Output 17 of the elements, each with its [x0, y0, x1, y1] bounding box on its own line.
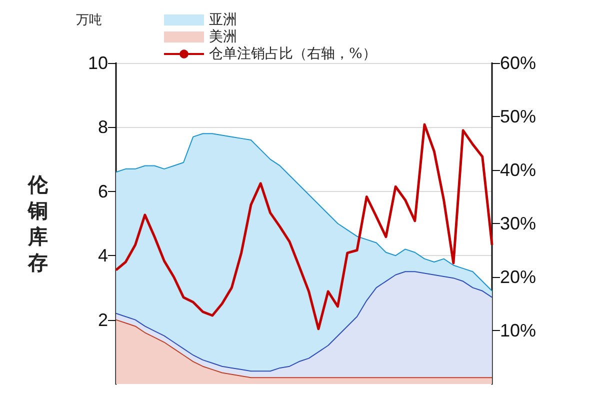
y2-tick-label: 10% [500, 320, 536, 340]
y-tick-label: 4 [98, 246, 108, 266]
y2-tick-label: 40% [500, 160, 536, 180]
y-axis-title: 伦铜库存 [27, 172, 49, 274]
text: 万吨 [76, 13, 102, 28]
y2-tick-label: 60% [500, 53, 536, 73]
legend-label: 仓单注销占比（右轴，%） [209, 46, 376, 62]
y2-tick-label: 50% [500, 106, 536, 126]
y-tick-label: 2 [98, 310, 108, 330]
y-tick-label: 10 [88, 53, 108, 73]
legend-label: 亚洲 [209, 12, 237, 28]
legend-label: 美洲 [209, 29, 237, 45]
y2-tick-label: 20% [500, 267, 536, 287]
line-series [114, 123, 494, 330]
y-tick-label: 6 [98, 181, 108, 202]
y-tick-label: 8 [98, 117, 108, 138]
y2-tick-label: 30% [500, 214, 536, 234]
